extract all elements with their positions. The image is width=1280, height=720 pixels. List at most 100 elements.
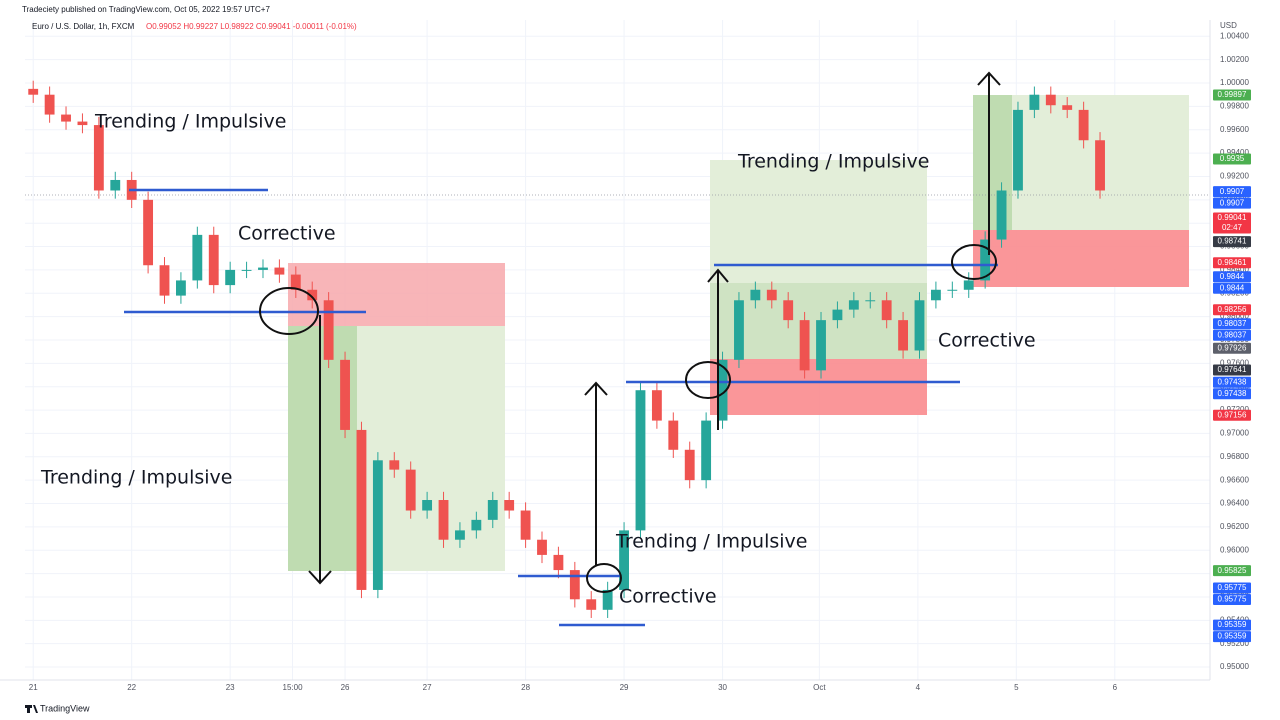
candle-body [405, 469, 416, 511]
candle-body [881, 300, 892, 321]
circle-mark [586, 563, 622, 593]
y-tick-label: 0.96800 [1220, 452, 1249, 461]
annotations: Trending / Impulsive Corrective Trending /… [40, 111, 1036, 608]
candle-body [783, 300, 794, 321]
price-tag [1213, 329, 1251, 341]
candle-body [225, 269, 236, 286]
candle-body [651, 390, 662, 421]
price-tag [1213, 594, 1251, 606]
price-tag [1213, 282, 1251, 294]
price-tag [1213, 186, 1251, 198]
x-tick-label: 6 [1113, 683, 1118, 692]
annotation: Corrective [619, 586, 717, 608]
candle-body [323, 300, 334, 360]
arrow [977, 71, 1001, 255]
candle-body [701, 420, 712, 481]
price-tag [1213, 388, 1251, 400]
x-tick-label: 30 [718, 683, 727, 692]
annotation: Trending / Impulsive [40, 467, 232, 489]
x-tick-label: 5 [1014, 683, 1019, 692]
candle-body [619, 530, 629, 590]
candle-body [586, 599, 597, 610]
candle-body [684, 449, 695, 481]
candle-body [865, 300, 876, 302]
candle-body [274, 267, 285, 275]
candle-body [241, 269, 252, 271]
x-tick-label: 27 [423, 683, 432, 692]
price-tag [1213, 582, 1251, 594]
candle-body [766, 289, 777, 301]
candle-body [980, 239, 991, 281]
candle-body [963, 280, 974, 290]
price-tag [1213, 271, 1251, 283]
circle-mark [951, 244, 997, 280]
candle-body [28, 88, 39, 95]
y-tick-label: 0.98000 [1220, 312, 1249, 321]
candle-body [159, 265, 170, 296]
x-tick-label: 15:00 [283, 683, 304, 692]
x-tick-label: 21 [29, 683, 38, 692]
price-tag-label: 0.9844 [1220, 272, 1245, 281]
candle-body [602, 589, 613, 610]
price-tag-label: 0.98741 [1218, 237, 1247, 246]
y-tick-label: 0.98400 [1220, 265, 1249, 274]
candle-body [61, 114, 71, 122]
annotation: Trending / Impulsive [615, 531, 807, 553]
price-tag-label: 0.95775 [1218, 595, 1247, 604]
candle-body [455, 530, 465, 540]
y-tick-label: 0.99800 [1220, 101, 1249, 110]
candle-body [208, 234, 219, 286]
price-tag [1213, 631, 1251, 643]
candle-body [914, 300, 925, 351]
candle-body [44, 94, 55, 115]
candle-body [110, 179, 121, 191]
candle-body [848, 300, 859, 310]
arrow [584, 381, 608, 565]
price-tag-label: 0.95825 [1218, 566, 1247, 575]
candle-body [372, 460, 383, 590]
y-tick-label: 0.96400 [1220, 499, 1249, 508]
price-tag-label: 0.98037 [1218, 319, 1247, 328]
candle-body [930, 289, 941, 301]
stop-zone [973, 230, 1189, 287]
candle-body [356, 429, 367, 590]
candle-body [717, 359, 728, 421]
candle-body [504, 500, 515, 511]
candle-body [832, 309, 843, 321]
x-tick-label: 29 [620, 683, 629, 692]
candle-body [947, 289, 958, 291]
y-tick-label: 0.96200 [1220, 522, 1249, 531]
candle-body [389, 460, 400, 470]
y-tick-label: 0.96000 [1220, 545, 1249, 554]
candle-body [192, 234, 203, 281]
candle-body [487, 500, 498, 520]
price-tag-label: 0.95775 [1218, 583, 1247, 592]
price-tag-label: 0.97438 [1218, 389, 1247, 398]
y-tick-label: 0.95200 [1220, 639, 1249, 648]
candle-body [996, 190, 1007, 240]
price-tag-label: 0.97156 [1218, 410, 1247, 419]
y-tick-label: 0.95000 [1220, 662, 1249, 671]
price-tag [1213, 236, 1251, 248]
candle-body [553, 554, 564, 571]
x-tick-label: 26 [341, 683, 350, 692]
circle-mark [259, 287, 319, 335]
price-tag-label: 0.97926 [1218, 343, 1247, 352]
candle-body [307, 289, 318, 301]
y-tick-label: 1.00000 [1220, 78, 1249, 87]
price-tag-label: 0.9907 [1220, 198, 1245, 207]
candle-body [143, 199, 154, 266]
price-tag [1213, 257, 1251, 269]
price-tag [1213, 212, 1251, 234]
candle-body [520, 510, 531, 540]
brand-logo: TradingView [25, 703, 90, 713]
x-tick-label: 22 [127, 683, 136, 692]
candle-body [668, 420, 679, 450]
candle-body [438, 500, 449, 540]
price-tag-label: 0.97641 [1218, 365, 1247, 374]
candle-body [93, 125, 104, 191]
circle-mark [685, 361, 731, 399]
